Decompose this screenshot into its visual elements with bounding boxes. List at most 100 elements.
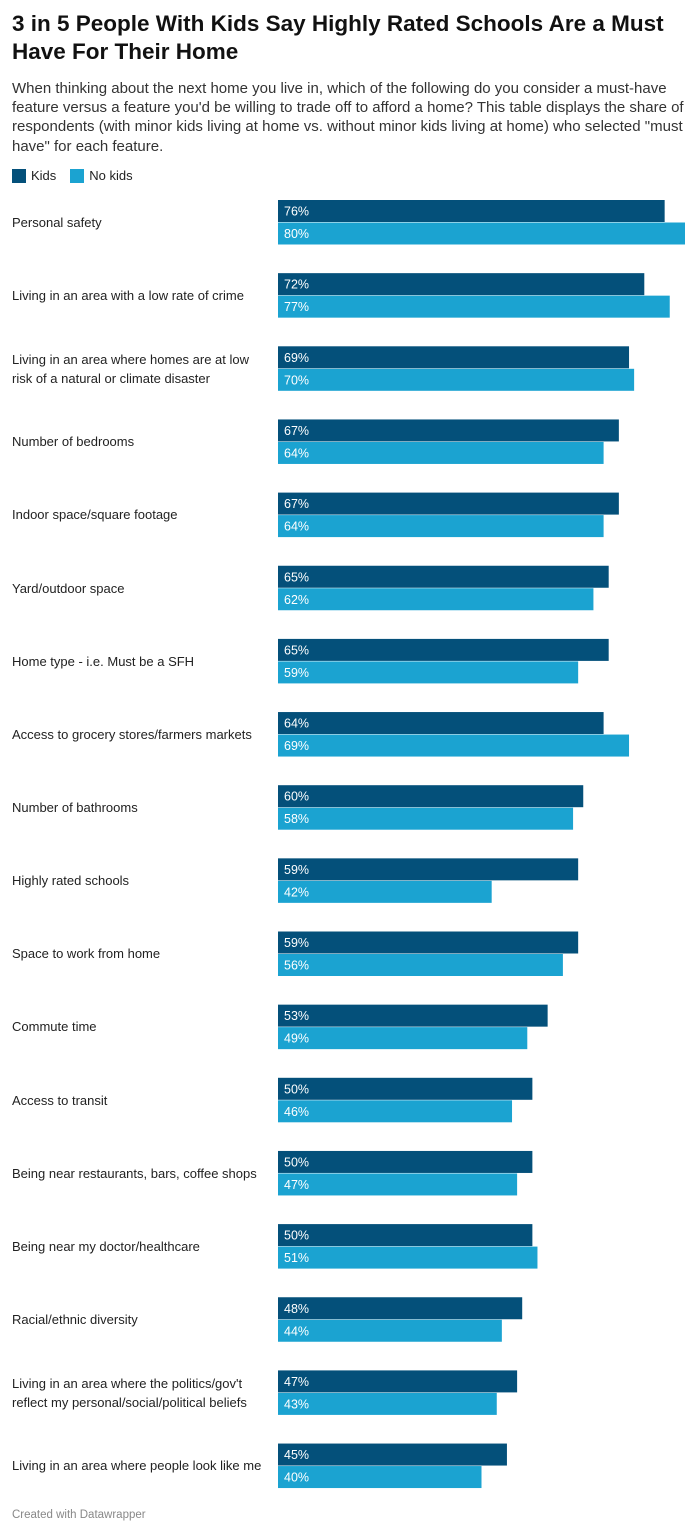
value-label-nokids: 64%	[284, 446, 309, 460]
value-label-kids: 45%	[284, 1448, 309, 1462]
value-label-kids: 72%	[284, 278, 309, 292]
legend-item-nokids: No kids	[70, 168, 133, 183]
value-label-nokids: 46%	[284, 1105, 309, 1119]
value-label-nokids: 47%	[284, 1178, 309, 1192]
value-label-kids: 59%	[284, 863, 309, 877]
category-label: Being near my doctor/healthcare	[12, 1237, 274, 1256]
category-label: Yard/outdoor space	[12, 579, 274, 598]
value-label-kids: 69%	[284, 351, 309, 365]
category-label-line: Living in an area where homes are at low	[12, 351, 250, 367]
category-label: Space to work from home	[12, 944, 274, 963]
value-label-nokids: 62%	[284, 593, 309, 607]
bar-nokids	[278, 441, 604, 464]
legend-label-kids: Kids	[31, 168, 57, 183]
value-label-nokids: 77%	[284, 300, 309, 314]
bar-kids	[278, 638, 609, 661]
bar-nokids	[278, 1466, 482, 1489]
category-label-line: Home type - i.e. Must be a SFH	[12, 653, 195, 669]
bar-nokids	[278, 1319, 502, 1342]
category-label: Home type - i.e. Must be a SFH	[12, 652, 274, 671]
category-label-line: Indoor space/square footage	[12, 507, 178, 523]
value-label-nokids: 42%	[284, 885, 309, 899]
category-label: Racial/ethnic diversity	[12, 1310, 274, 1329]
bar-nokids	[278, 954, 563, 976]
category-label-line: Personal safety	[12, 214, 102, 230]
bar-kids	[278, 346, 630, 369]
value-label-nokids: 44%	[284, 1324, 309, 1338]
category-label-line: Being near my doctor/healthcare	[12, 1238, 200, 1254]
bar-nokids	[278, 1246, 538, 1269]
bar-kids	[278, 1297, 523, 1320]
bar-kids	[278, 1150, 533, 1173]
bar-kids	[278, 858, 579, 881]
value-label-nokids: 64%	[284, 520, 309, 534]
bar-kids	[278, 1077, 533, 1100]
category-label: Living in an area with a low rate of cri…	[12, 286, 274, 305]
category-label: Personal safety	[12, 213, 274, 232]
legend-label-nokids: No kids	[89, 168, 133, 183]
category-label-line: Number of bedrooms	[12, 434, 135, 450]
category-label-line: reflect my personal/social/political bel…	[12, 1394, 247, 1410]
bar-kids	[278, 200, 665, 222]
bar-nokids	[278, 588, 594, 611]
value-label-nokids: 59%	[284, 666, 309, 680]
category-label: Access to grocery stores/farmers markets	[12, 725, 274, 744]
bar-nokids	[278, 295, 670, 318]
value-label-kids: 47%	[284, 1375, 309, 1389]
value-label-kids: 67%	[284, 424, 309, 438]
category-label: Living in an area where people look like…	[12, 1456, 274, 1475]
category-label: Access to transit	[12, 1091, 274, 1110]
bar-kids	[278, 931, 579, 954]
bar-nokids	[278, 368, 635, 391]
bar-nokids	[278, 1173, 518, 1196]
value-label-kids: 59%	[284, 936, 309, 950]
bar-nokids	[278, 1027, 528, 1050]
value-label-nokids: 49%	[284, 1032, 309, 1046]
category-label: Number of bathrooms	[12, 798, 274, 817]
value-label-nokids: 43%	[284, 1397, 309, 1411]
category-label-line: Racial/ethnic diversity	[12, 1312, 138, 1327]
value-label-kids: 67%	[284, 497, 309, 511]
bar-kids	[278, 565, 609, 588]
bar-kids	[278, 785, 584, 808]
value-label-kids: 50%	[284, 1082, 309, 1096]
category-label-line: Living in an area with a low rate of cri…	[12, 287, 244, 303]
category-label-line: Access to transit	[12, 1092, 108, 1108]
legend-swatch-nokids	[70, 168, 85, 183]
category-label-line: Living in an area where the politics/gov…	[12, 1375, 243, 1391]
category-label-line: Highly rated schools	[12, 873, 130, 889]
value-label-kids: 65%	[284, 570, 309, 584]
value-label-kids: 60%	[284, 790, 309, 804]
value-label-kids: 50%	[284, 1155, 309, 1169]
bar-nokids	[278, 734, 630, 757]
bar-nokids	[278, 515, 604, 538]
bar-kids	[278, 712, 604, 735]
bar-kids	[278, 1443, 507, 1466]
value-label-kids: 53%	[284, 1009, 309, 1023]
category-label: Commute time	[12, 1017, 274, 1036]
chart-subtitle: When thinking about the next home you li…	[12, 80, 684, 155]
value-label-kids: 64%	[284, 717, 309, 731]
value-label-nokids: 69%	[284, 739, 309, 753]
value-label-nokids: 70%	[284, 373, 309, 387]
value-label-nokids: 58%	[284, 812, 309, 826]
bar-kids	[278, 1224, 533, 1247]
chart-title: 3 in 5 People With Kids Say Highly Rated…	[12, 11, 664, 64]
category-label-line: Space to work from home	[12, 946, 161, 962]
value-label-kids: 76%	[284, 205, 309, 219]
bar-nokids	[278, 222, 685, 245]
value-label-kids: 48%	[284, 1302, 309, 1316]
category-label-line: Number of bathrooms	[12, 799, 138, 815]
legend-item-kids: Kids	[12, 168, 56, 183]
value-label-nokids: 51%	[284, 1251, 309, 1265]
value-label-nokids: 40%	[284, 1471, 309, 1485]
category-label-line: Being near restaurants, bars, coffee sho…	[12, 1165, 257, 1181]
legend: Kids No kids	[12, 168, 147, 183]
value-label-nokids: 80%	[284, 227, 309, 241]
category-label: Highly rated schools	[12, 871, 274, 890]
category-label-line: Living in an area where people look like…	[12, 1458, 262, 1474]
value-label-kids: 50%	[284, 1229, 309, 1243]
bar-kids	[278, 492, 619, 515]
footer-credit: Created with Datawrapper	[12, 1509, 146, 1521]
